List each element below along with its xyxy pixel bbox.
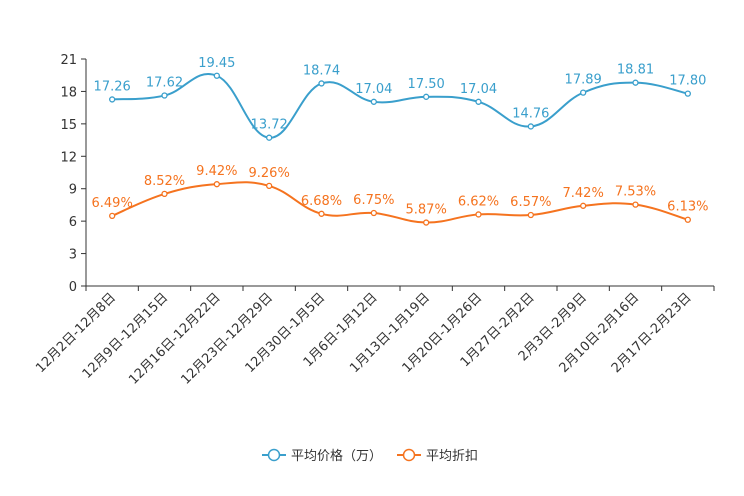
data-label: 6.57% [510, 195, 551, 210]
data-label: 17.80 [669, 74, 706, 89]
data-point[interactable] [475, 98, 482, 105]
data-point[interactable] [423, 93, 430, 100]
data-label: 14.76 [512, 106, 549, 121]
y-tick-label: 3 [69, 248, 77, 263]
data-label: 19.45 [198, 56, 235, 71]
data-label: 17.89 [565, 73, 602, 88]
data-label: 9.26% [249, 166, 290, 181]
data-label: 17.50 [408, 77, 445, 92]
data-point[interactable] [527, 211, 534, 219]
data-label: 17.04 [355, 82, 392, 97]
data-point[interactable] [527, 123, 534, 130]
data-point[interactable] [475, 211, 482, 218]
y-tick-label: 0 [69, 280, 77, 295]
data-point[interactable] [213, 181, 220, 188]
data-point[interactable] [318, 80, 325, 87]
data-point[interactable] [580, 89, 587, 96]
legend-label: 平均价格（万） [291, 448, 382, 464]
data-point[interactable] [423, 219, 430, 226]
data-point[interactable] [161, 92, 168, 99]
data-label: 6.75% [353, 193, 394, 208]
data-label: 6.68% [301, 194, 342, 209]
series-line [111, 181, 689, 224]
data-point[interactable] [266, 182, 273, 190]
series-1: 6.49% 8.52% 9.42% 9.26% 6.68% 6.75% 5.87% 6.62%… [92, 164, 708, 226]
data-point[interactable] [161, 190, 168, 198]
legend[interactable]: 平均价格（万） 平均折扣 [262, 448, 478, 464]
data-label: 8.52% [144, 174, 185, 189]
y-tick-label: 15 [60, 118, 77, 133]
data-point[interactable] [109, 212, 116, 219]
data-point[interactable] [370, 98, 377, 105]
data-label: 5.87% [406, 203, 447, 218]
data-point[interactable] [684, 216, 691, 223]
data-label: 6.62% [458, 194, 499, 209]
data-point[interactable] [632, 79, 639, 86]
data-label: 18.81 [617, 63, 654, 78]
legend-marker-icon [402, 448, 416, 462]
series-0: 17.26 17.62 19.45 13.72 18.74 17.04 17.50 17.04… [94, 56, 706, 141]
data-point[interactable] [109, 96, 116, 103]
data-label: 17.26 [94, 79, 131, 94]
y-tick-label: 6 [69, 215, 77, 230]
data-point[interactable] [370, 209, 377, 217]
legend-label: 平均折扣 [426, 449, 478, 464]
data-label: 6.49% [92, 196, 133, 211]
data-point[interactable] [213, 72, 220, 79]
series-layer: 17.26 17.62 19.45 13.72 18.74 17.04 17.50 17.04… [92, 56, 708, 226]
data-label: 18.74 [303, 63, 340, 78]
data-label: 17.62 [146, 76, 183, 91]
y-tick-label: 9 [69, 183, 77, 198]
y-tick-label: 18 [60, 85, 77, 100]
data-point[interactable] [632, 201, 639, 208]
data-label: 7.42% [563, 186, 604, 201]
y-tick-label: 21 [60, 53, 77, 68]
data-point[interactable] [266, 134, 273, 141]
y-tick-label: 12 [60, 150, 77, 165]
data-point[interactable] [318, 210, 325, 217]
data-label: 13.72 [251, 118, 288, 133]
x-tick-label: 12月23日-12月29日 [179, 290, 276, 387]
legend-marker-icon [267, 448, 281, 462]
data-point[interactable] [684, 90, 691, 97]
data-label: 6.13% [667, 200, 708, 215]
legend-item-1[interactable]: 平均折扣 [397, 448, 478, 464]
data-label: 7.53% [615, 185, 656, 200]
data-label: 9.42% [196, 164, 237, 179]
data-point[interactable] [580, 202, 587, 209]
x-tick-label: 12月16日-12月22日 [126, 290, 223, 387]
legend-item-0[interactable]: 平均价格（万） [262, 448, 382, 464]
data-label: 17.04 [460, 82, 497, 97]
